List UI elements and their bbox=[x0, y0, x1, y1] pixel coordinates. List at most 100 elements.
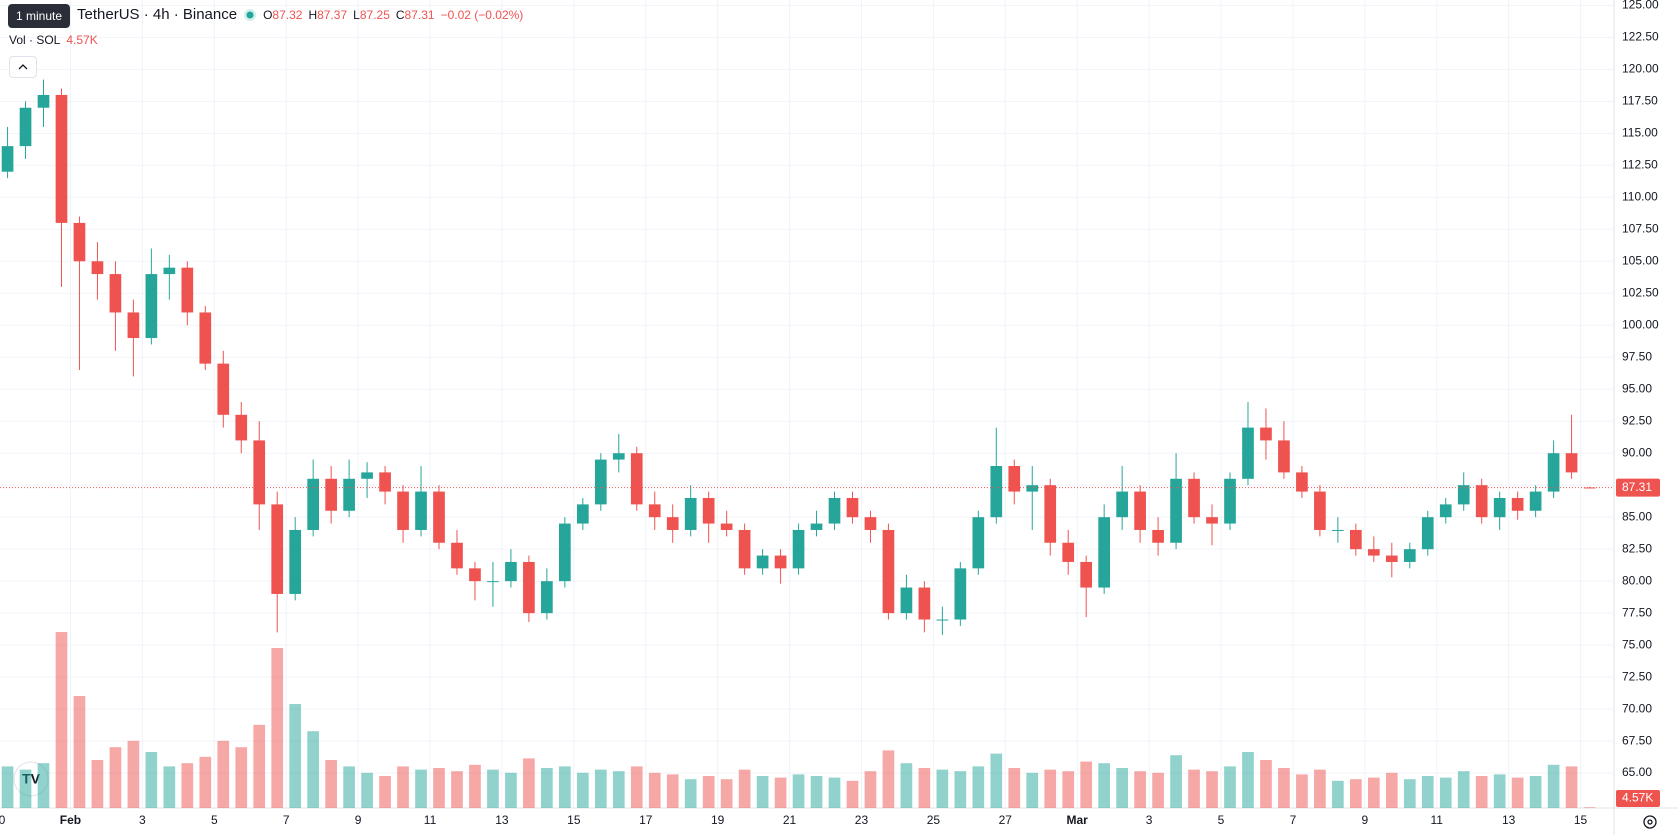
candle-body bbox=[1439, 504, 1452, 518]
grid bbox=[0, 0, 1614, 808]
x-tick-label: 11 bbox=[1431, 813, 1444, 827]
candle-body bbox=[487, 581, 499, 583]
candle-body bbox=[738, 529, 751, 569]
volume-bar bbox=[487, 769, 499, 808]
candle-body bbox=[451, 542, 463, 569]
volume-bar bbox=[972, 766, 985, 808]
volume-bars bbox=[1, 632, 1596, 808]
volume-bar bbox=[343, 766, 355, 808]
collapse-button[interactable] bbox=[9, 56, 37, 78]
x-tick-label: 9 bbox=[355, 813, 362, 827]
volume-bar bbox=[936, 769, 949, 808]
candle-body bbox=[774, 555, 787, 569]
ohlc-item: L87.25 bbox=[353, 8, 390, 22]
volume-bar bbox=[1367, 777, 1380, 808]
x-tick-label: 13 bbox=[495, 813, 509, 827]
x-tick-label: 19 bbox=[711, 813, 725, 827]
volume-bar bbox=[1188, 769, 1200, 808]
volume-bar bbox=[1116, 768, 1128, 808]
volume-bar bbox=[1457, 771, 1470, 808]
candle-body bbox=[1026, 485, 1039, 492]
candle-body bbox=[307, 478, 320, 530]
last-price-label: 87.31 bbox=[1622, 480, 1652, 494]
candles bbox=[1, 79, 1596, 635]
candle-body bbox=[1, 146, 14, 172]
candle-body bbox=[163, 267, 176, 275]
candle-body bbox=[109, 274, 122, 313]
volume-bar bbox=[846, 780, 859, 808]
candle-body bbox=[505, 561, 517, 582]
candle-body bbox=[1296, 472, 1308, 492]
candle-body bbox=[1565, 453, 1578, 473]
y-tick-label: 110.00 bbox=[1622, 189, 1658, 203]
x-tick-label: 23 bbox=[855, 813, 869, 827]
x-tick-label: 25 bbox=[927, 813, 941, 827]
candle-body bbox=[1385, 555, 1398, 562]
volume-bar bbox=[594, 769, 607, 808]
volume-bar bbox=[1332, 780, 1344, 808]
settings-icon[interactable] bbox=[1643, 815, 1657, 829]
candle-body bbox=[1152, 529, 1164, 543]
candle-body bbox=[810, 523, 823, 530]
candle-body bbox=[379, 472, 391, 492]
change: −0.02 (−0.02%) bbox=[440, 7, 524, 22]
y-tick-label: 85.00 bbox=[1622, 509, 1652, 523]
candle-body bbox=[343, 478, 355, 511]
candle-body bbox=[217, 363, 230, 415]
volume-bar bbox=[1098, 763, 1111, 808]
volume-bar bbox=[523, 758, 535, 808]
volume-bar bbox=[612, 771, 625, 808]
volume-bar bbox=[307, 731, 320, 808]
y-tick-label: 67.50 bbox=[1622, 733, 1652, 747]
volume-bar bbox=[864, 771, 877, 808]
candle-body bbox=[1350, 529, 1362, 550]
volume-bar bbox=[1, 766, 14, 808]
candle-body bbox=[666, 517, 679, 530]
volume-bar bbox=[1565, 766, 1578, 808]
candle-body bbox=[523, 561, 535, 614]
volume-bar bbox=[1044, 769, 1057, 808]
volume-bar bbox=[541, 768, 553, 808]
volume-bar bbox=[900, 763, 913, 808]
y-tick-label: 117.50 bbox=[1622, 94, 1658, 108]
volume-bar bbox=[271, 648, 284, 808]
candle-body bbox=[289, 529, 302, 594]
last-price-box bbox=[1616, 478, 1660, 497]
volume-bar bbox=[1134, 771, 1146, 808]
ohlc-value: 87.32 bbox=[272, 7, 303, 22]
y-tick-label: 65.00 bbox=[1622, 765, 1652, 779]
volume-bar bbox=[379, 776, 391, 808]
y-tick-label: 82.50 bbox=[1622, 541, 1652, 555]
candle-body bbox=[1008, 465, 1021, 492]
y-tick-label: 80.00 bbox=[1622, 573, 1652, 587]
candle-body bbox=[1188, 478, 1200, 518]
candle-body bbox=[720, 523, 733, 530]
volume-bar bbox=[433, 768, 445, 808]
volume-bar bbox=[235, 747, 248, 808]
y-tick-label: 120.00 bbox=[1622, 62, 1659, 76]
volume-bar bbox=[1278, 768, 1290, 808]
candle-body bbox=[576, 504, 589, 524]
volume-bar bbox=[630, 766, 643, 808]
volume-bar bbox=[720, 779, 733, 808]
volume-bar bbox=[1403, 779, 1416, 808]
x-tick-label: Feb bbox=[60, 813, 81, 827]
status-dot bbox=[244, 8, 257, 21]
volume-bar bbox=[810, 776, 823, 808]
x-tick-label: 3 bbox=[139, 813, 146, 827]
volume-bar bbox=[1475, 776, 1488, 808]
candle-body bbox=[91, 261, 104, 275]
candle-body bbox=[612, 453, 625, 460]
volume-bar bbox=[774, 777, 787, 808]
candle-body bbox=[433, 491, 445, 543]
tooltip: 1 minute bbox=[8, 4, 71, 28]
volume-bar bbox=[451, 771, 463, 808]
candle-body bbox=[1098, 517, 1111, 588]
candle-body bbox=[73, 222, 86, 262]
volume-bar bbox=[1206, 771, 1218, 808]
candle-body bbox=[37, 94, 50, 108]
volume-bar bbox=[19, 769, 32, 808]
volume-bar bbox=[217, 740, 230, 808]
volume-bar bbox=[1350, 779, 1362, 808]
